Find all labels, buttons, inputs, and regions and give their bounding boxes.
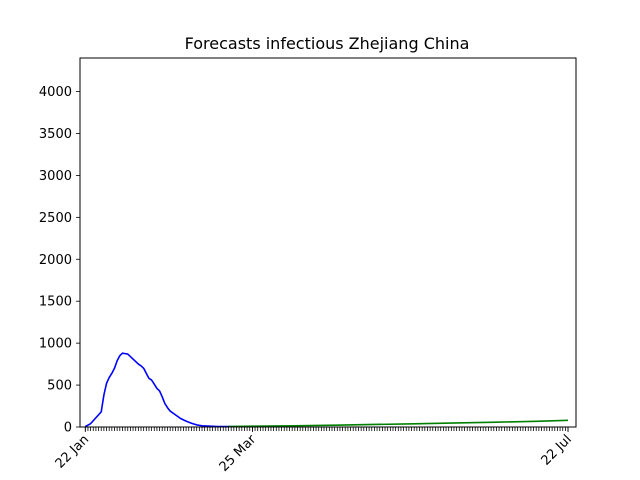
y-tick-label: 1500 — [39, 295, 72, 310]
series-line-2 — [228, 419, 569, 428]
y-tick-label: 3000 — [39, 169, 72, 184]
plot-frame — [79, 57, 577, 428]
x-axis: 22 Jan 25 Mar 22 Jul — [53, 427, 575, 475]
y-tick-label: 2000 — [39, 253, 72, 268]
y-tick-label: 4000 — [39, 85, 72, 100]
x-tick-label: 22 Jan — [53, 432, 92, 471]
minor-ticks — [84, 427, 569, 431]
series-layer — [84, 352, 569, 428]
series-line-1 — [84, 352, 250, 428]
x-tick-label: 22 Jul — [539, 432, 575, 468]
y-tick-label: 1000 — [39, 337, 72, 352]
chart-title: Forecasts infectious Zhejiang China — [185, 34, 470, 53]
y-tick-label: 3500 — [39, 127, 72, 142]
x-tick-label: 25 Mar — [217, 432, 260, 475]
y-tick-label: 0 — [64, 421, 72, 436]
y-tick-label: 2500 — [39, 211, 72, 226]
y-tick-label: 500 — [47, 379, 72, 394]
y-axis: 0 500 1000 1500 2000 2500 3000 3500 4000 — [39, 85, 80, 436]
